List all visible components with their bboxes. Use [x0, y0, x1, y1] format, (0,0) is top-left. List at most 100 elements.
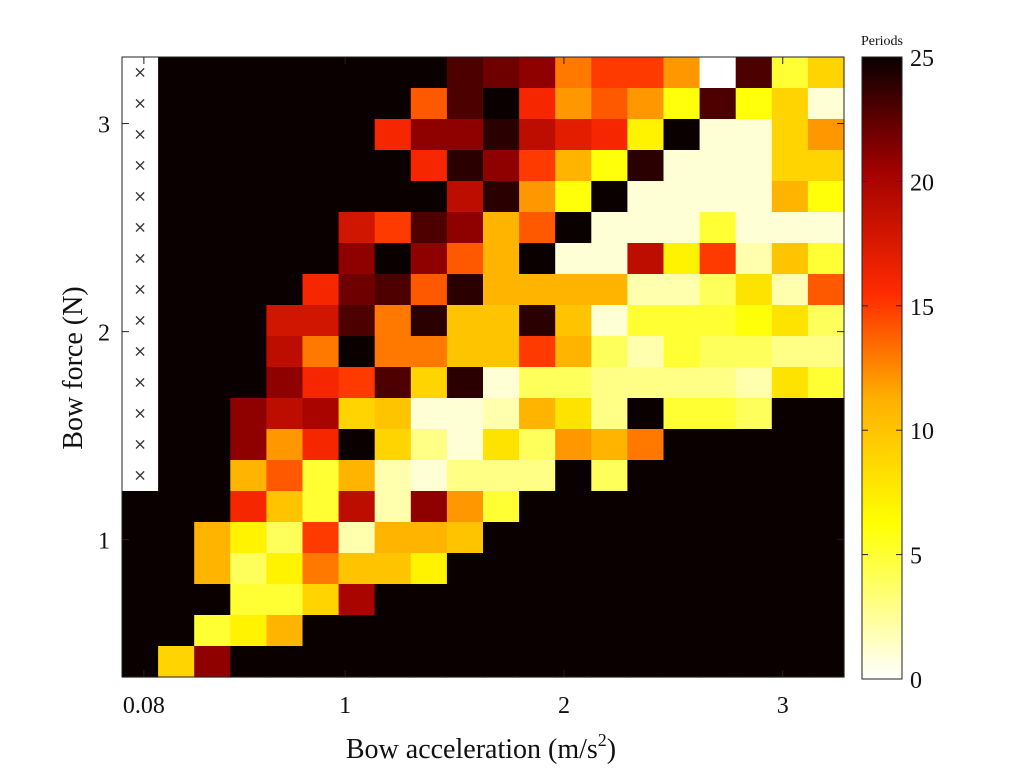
heatmap-cell	[735, 336, 773, 368]
heatmap-cell	[158, 398, 195, 430]
heatmap-cell	[591, 367, 628, 399]
heatmap-cell	[338, 553, 376, 585]
heatmap-cell	[519, 429, 556, 461]
heatmap-cell	[302, 615, 340, 647]
heatmap-cell	[807, 119, 845, 151]
heatmap-cell	[627, 243, 665, 275]
heatmap-cell	[735, 367, 773, 399]
heatmap-cell	[302, 119, 340, 151]
heatmap-cell	[699, 150, 737, 182]
heatmap-cell	[699, 429, 737, 461]
heatmap-cell	[771, 429, 809, 461]
heatmap-cell	[266, 150, 304, 182]
heatmap-cell	[519, 336, 556, 368]
heatmap-cell	[519, 88, 556, 120]
heatmap-cell	[735, 522, 773, 554]
heatmap-cell	[446, 57, 484, 89]
heatmap-cell	[591, 119, 628, 151]
no-data-marker: ×	[133, 280, 146, 299]
heatmap-cell	[627, 553, 665, 585]
heatmap-cell	[591, 460, 628, 492]
heatmap-cell	[627, 398, 665, 430]
heatmap-cell	[122, 491, 159, 523]
heatmap-cell	[555, 305, 592, 337]
heatmap-cell	[483, 274, 520, 306]
heatmap-cell	[410, 243, 448, 275]
heatmap-cell	[519, 150, 556, 182]
x-tick-label: 3	[777, 693, 789, 719]
heatmap-cell	[158, 119, 195, 151]
heatmap-cell	[230, 615, 267, 647]
heatmap-cell	[230, 212, 267, 244]
heatmap-cell	[627, 150, 665, 182]
heatmap-cell	[158, 491, 195, 523]
heatmap-cell	[410, 429, 448, 461]
heatmap-cell	[735, 646, 773, 678]
heatmap-cell	[122, 243, 159, 275]
heatmap-cell	[591, 336, 628, 368]
heatmap-cell	[338, 367, 376, 399]
heatmap-cell	[194, 119, 231, 151]
heatmap-cell	[446, 460, 484, 492]
heatmap-cell	[230, 150, 267, 182]
heatmap-cell	[122, 522, 159, 554]
heatmap-cell	[194, 615, 231, 647]
heatmap-cell	[122, 398, 159, 430]
y-tick-label: 2	[98, 321, 110, 347]
heatmap-cell	[302, 305, 340, 337]
heatmap-cell	[663, 584, 701, 616]
heatmap-cell	[483, 181, 520, 213]
heatmap-cell	[122, 274, 159, 306]
no-data-marker: ×	[133, 63, 146, 82]
heatmap-cell	[410, 212, 448, 244]
heatmap-cell	[194, 88, 231, 120]
heatmap-cell	[446, 274, 484, 306]
heatmap-cell	[158, 243, 195, 275]
heatmap-cell	[194, 212, 231, 244]
colorbar-tick-label: 20	[910, 170, 934, 196]
heatmap-cell	[627, 615, 665, 647]
heatmap-cell	[158, 336, 195, 368]
heatmap-cell	[591, 305, 628, 337]
heatmap-cell	[807, 88, 845, 120]
heatmap-cell	[230, 491, 267, 523]
heatmap-cell	[302, 243, 340, 275]
heatmap-cell	[807, 367, 845, 399]
heatmap-cell	[555, 491, 592, 523]
heatmap-cell	[374, 615, 412, 647]
heatmap-cell	[374, 150, 412, 182]
heatmap-cell	[446, 243, 484, 275]
heatmap-cell	[699, 584, 737, 616]
heatmap-cell	[338, 584, 376, 616]
heatmap-cell	[663, 553, 701, 585]
x-tick-label: 1	[339, 693, 351, 719]
heatmap-cell	[446, 584, 484, 616]
heatmap-cell	[374, 305, 412, 337]
heatmap-cell	[519, 646, 556, 678]
heatmap-cell	[699, 274, 737, 306]
heatmap-cell	[374, 522, 412, 554]
heatmap-cell	[735, 57, 773, 89]
heatmap-cell	[338, 88, 376, 120]
heatmap-cell	[807, 181, 845, 213]
heatmap-cell	[735, 491, 773, 523]
heatmap-cell	[699, 88, 737, 120]
heatmap-cell	[627, 491, 665, 523]
heatmap-cell	[122, 57, 159, 89]
heatmap-cell	[230, 522, 267, 554]
heatmap-cell	[122, 119, 159, 151]
heatmap-cell	[410, 150, 448, 182]
heatmap-cell	[519, 584, 556, 616]
heatmap-cell	[122, 460, 159, 492]
heatmap-cell	[158, 88, 195, 120]
heatmap-cell	[302, 150, 340, 182]
heatmap-cell	[158, 553, 195, 585]
heatmap-cell	[555, 615, 592, 647]
heatmap-cell	[410, 615, 448, 647]
heatmap-cell	[446, 646, 484, 678]
heatmap-cell	[266, 398, 304, 430]
heatmap-cell	[771, 212, 809, 244]
heatmap-cell	[410, 367, 448, 399]
heatmap-cell	[627, 119, 665, 151]
heatmap-cell	[158, 212, 195, 244]
